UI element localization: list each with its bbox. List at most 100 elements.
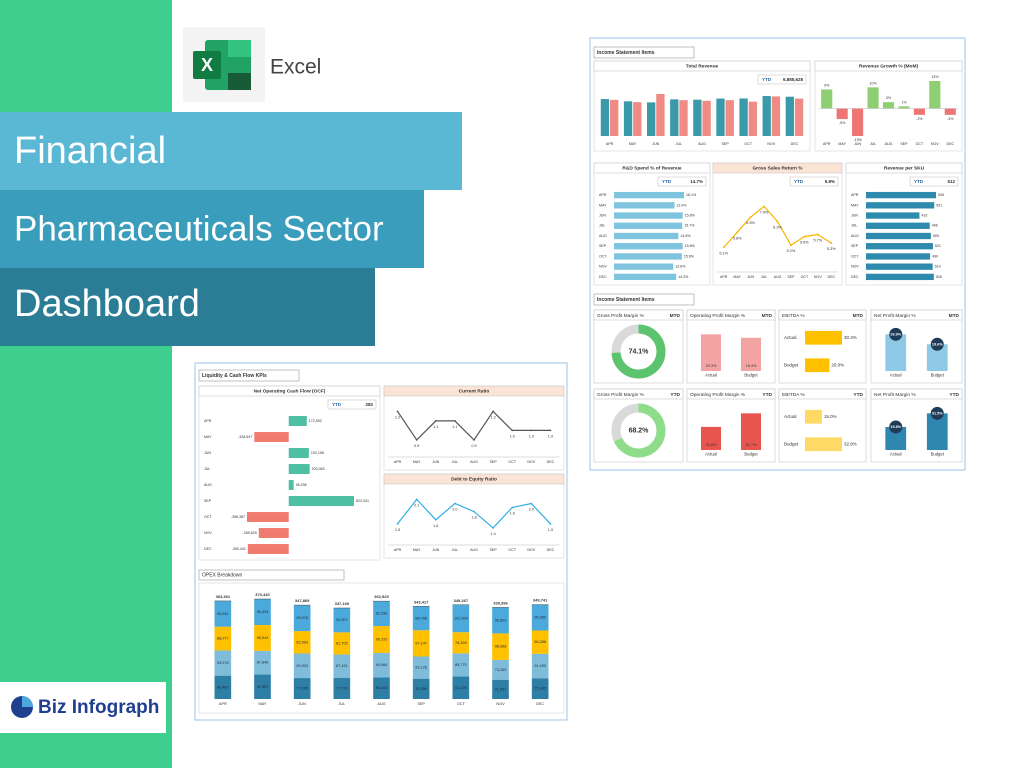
bar: [771, 96, 781, 136]
bar-segment: [254, 625, 271, 651]
category-label: Actual: [705, 452, 717, 457]
point: [749, 216, 752, 219]
bar: [741, 337, 761, 371]
category-label: NOV: [599, 265, 607, 269]
category-label: Budget: [744, 373, 758, 378]
category-label: SEP: [599, 244, 607, 248]
segment-label: 77,595: [296, 687, 308, 691]
point: [434, 518, 437, 521]
category-label: Actual: [705, 373, 717, 378]
category-label: OCT: [508, 548, 516, 552]
bar: [821, 89, 833, 109]
category-label: JUL: [761, 275, 767, 279]
card-period: YTD: [670, 392, 680, 398]
card-period: MTD: [762, 313, 773, 319]
bar-segment: [373, 652, 390, 678]
category-label: AUG: [204, 483, 212, 487]
value-label: -13%: [853, 138, 862, 142]
bar-segment: [373, 601, 390, 627]
bar-segment: [214, 650, 232, 676]
donut-arc: [613, 403, 666, 458]
segment-label: 88,788: [415, 616, 427, 620]
category-label: NOV: [851, 265, 859, 269]
segment-label: 101,959: [454, 616, 468, 620]
bar: [646, 102, 656, 136]
value-label: -398,387: [231, 515, 245, 519]
bar-segment: [531, 653, 549, 679]
bar: [885, 334, 907, 371]
point: [790, 244, 792, 247]
point: [453, 420, 456, 422]
banner-title: Pharmaceuticals Sector: [14, 209, 384, 248]
point: [549, 522, 552, 525]
card-header: [870, 388, 963, 400]
chart-title-bar: [814, 60, 963, 72]
value-label: 15.8%: [685, 214, 696, 218]
chart-frame: [383, 385, 565, 471]
category-label: NOV: [527, 460, 535, 464]
value-label: 13.6%: [675, 265, 686, 269]
bar: [614, 222, 683, 229]
category-label: NOV: [767, 142, 775, 146]
section-header: [198, 569, 345, 581]
value-label: 2.1: [414, 503, 419, 507]
category-label: DEC: [547, 460, 555, 464]
card-period: MTD: [949, 313, 960, 319]
point: [396, 410, 399, 413]
category-label: Budget: [784, 441, 799, 446]
chart-title-bar: [383, 385, 565, 397]
bar: [614, 232, 679, 240]
value-label: 10%: [869, 81, 877, 85]
segment-label: 91,490: [534, 664, 546, 668]
value-label: 5.2%: [787, 249, 796, 253]
category-label: APR: [219, 702, 227, 706]
chart-title: Revenue Growth % (MoM): [859, 64, 919, 70]
category-label: AUG: [599, 234, 607, 238]
bar-segment: [452, 632, 470, 654]
bar-segment: [412, 678, 430, 699]
bar-segment: [412, 606, 430, 631]
value-label: 1.2: [490, 415, 495, 419]
segment-label: 75,985: [534, 687, 546, 691]
segment-label: 90,307: [336, 618, 348, 622]
category-label: OCT: [801, 275, 809, 279]
bar: [258, 528, 289, 538]
value-label: 13%: [931, 75, 939, 79]
card-title: Net Profit Margin %: [874, 313, 916, 319]
bar: [633, 102, 642, 136]
value-label: 19.8%: [890, 425, 901, 429]
value-label: 26.9%: [890, 332, 901, 336]
total-label: 349,741: [533, 598, 548, 603]
category-label: MAY: [838, 142, 846, 146]
value-label: 46,936: [296, 483, 307, 487]
bar: [247, 512, 289, 522]
ytd-value: 14.7%: [690, 179, 703, 184]
category-label: DEC: [547, 548, 555, 552]
value-label: 2.0: [529, 507, 534, 511]
card-header: [686, 388, 776, 400]
category-label: OCT: [599, 254, 607, 258]
card: [870, 388, 963, 463]
segment-label: 95,543: [257, 636, 269, 640]
bar: [866, 253, 931, 260]
chart-title: Debt to Equity Ratio: [451, 477, 497, 483]
category-label: MAY: [259, 702, 267, 706]
value-label: 3%: [886, 96, 892, 100]
ytd-box: [327, 399, 377, 410]
value-label: 521: [935, 244, 941, 248]
chart-title-bar: [593, 162, 711, 174]
bar: [701, 426, 721, 450]
value-label: -285,629: [243, 531, 257, 535]
card-title: Operating Profit Margin %: [690, 392, 746, 398]
segment-label: 80,443: [376, 686, 388, 690]
segment-label: 96,494: [257, 610, 269, 614]
card-period: MTD: [853, 313, 864, 319]
segment-label: 86,467: [217, 685, 229, 689]
excel-label: Excel: [270, 56, 321, 79]
bar: [944, 108, 956, 115]
value-label: 14.3%: [678, 275, 689, 279]
value-label: 1.0: [510, 434, 515, 438]
category-label: SEP: [204, 499, 212, 503]
label-bubble: [889, 420, 903, 434]
